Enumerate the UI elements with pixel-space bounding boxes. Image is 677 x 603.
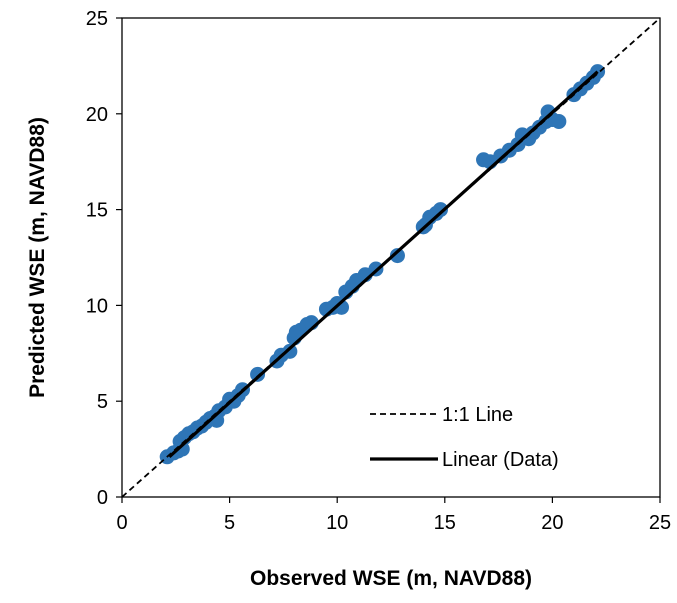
data-point	[389, 248, 405, 264]
x-tick-label: 15	[434, 512, 456, 534]
x-axis-title: Observed WSE (m, NAVD88)	[250, 567, 532, 590]
data-point	[551, 113, 567, 129]
y-tick-label: 0	[97, 487, 108, 509]
data-point	[250, 366, 266, 382]
legend-label-linear-data: Linear (Data)	[442, 449, 559, 471]
plot-area	[121, 17, 661, 498]
linear-fit-line	[168, 70, 599, 458]
x-tick-label: 25	[649, 512, 671, 534]
legend-label-1-1-line: 1:1 Line	[442, 404, 513, 426]
plot-frame	[121, 17, 661, 498]
y-tick-label: 25	[86, 8, 108, 30]
y-tick-label: 20	[86, 104, 108, 126]
legend: 1:1 Line Linear (Data)	[370, 404, 559, 471]
data-point	[282, 343, 298, 359]
x-tick-label: 20	[541, 512, 563, 534]
y-tick-label: 10	[86, 295, 108, 317]
x-tick-label: 10	[326, 512, 348, 534]
data-point	[432, 202, 448, 218]
x-tick-label: 0	[116, 512, 127, 534]
axes: Observed WSE (m, NAVD88) Predicted WSE (…	[26, 8, 671, 590]
y-axis-title: Predicted WSE (m, NAVD88)	[26, 117, 49, 398]
y-tick-label: 15	[86, 200, 108, 222]
x-tick-label: 5	[224, 512, 235, 534]
y-tick-label: 5	[97, 391, 108, 413]
